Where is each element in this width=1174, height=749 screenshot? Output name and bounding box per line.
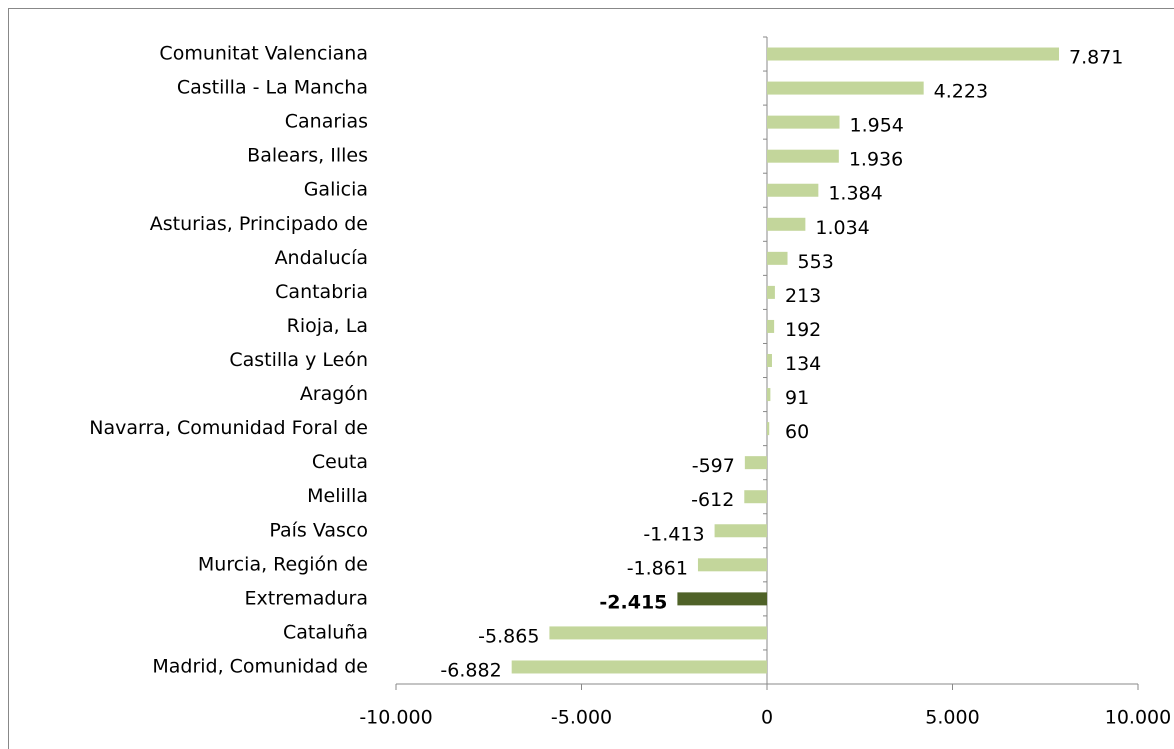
value-label: 7.871 (1069, 47, 1123, 69)
bar (767, 81, 924, 95)
category-label: País Vasco (269, 519, 368, 541)
chart-border (8, 8, 1174, 749)
category-label: Comunitat Valenciana (159, 43, 368, 65)
bar (767, 217, 806, 231)
x-tick-label: 5.000 (925, 707, 979, 729)
value-label: 1.954 (849, 115, 903, 137)
category-label: Extremadura (245, 587, 369, 609)
bar (767, 422, 770, 436)
bar (677, 592, 767, 606)
value-label: 213 (785, 285, 821, 307)
category-label: Aragón (300, 383, 368, 405)
category-label: Asturias, Principado de (150, 213, 368, 235)
value-label: 553 (798, 251, 834, 273)
x-tick-label: 0 (761, 707, 773, 729)
category-label: Melilla (307, 485, 368, 507)
x-tick-label: -5.000 (551, 707, 612, 729)
bar (767, 47, 1060, 61)
category-label: Canarias (285, 111, 368, 133)
category-label: Balears, Illes (247, 145, 368, 167)
category-label: Madrid, Comunidad de (152, 655, 368, 677)
bar (697, 558, 767, 572)
bar (767, 285, 775, 299)
value-label: -6.882 (440, 659, 501, 681)
category-label: Andalucía (275, 247, 368, 269)
value-label: 1.034 (815, 217, 869, 239)
bar (767, 388, 771, 402)
category-label: Galicia (304, 179, 368, 201)
value-label: 134 (785, 353, 821, 375)
bar (767, 149, 839, 163)
value-label: 1.936 (849, 149, 903, 171)
value-label: 91 (785, 387, 809, 409)
category-label: Cataluña (283, 621, 368, 643)
bar (767, 183, 819, 197)
value-label: 1.384 (828, 183, 882, 205)
bar (511, 660, 767, 674)
category-label: Navarra, Comunidad Foral de (89, 417, 368, 439)
bar (744, 456, 767, 470)
value-label: -5.865 (478, 625, 539, 647)
category-label: Ceuta (312, 451, 368, 473)
value-label: -1.861 (627, 557, 688, 579)
bar (767, 319, 775, 333)
bar (744, 490, 767, 504)
category-label: Rioja, La (287, 315, 368, 337)
bar (549, 626, 767, 640)
category-label: Murcia, Región de (198, 553, 368, 575)
value-label: -612 (691, 489, 734, 511)
value-label: 60 (785, 421, 809, 443)
value-label: 4.223 (934, 81, 988, 103)
bar (767, 115, 840, 129)
x-tick-label: -10.000 (359, 707, 432, 729)
category-label: Cantabria (275, 281, 368, 303)
bar (767, 251, 788, 265)
value-label: -2.415 (599, 591, 667, 613)
x-tick-label: 10.000 (1105, 707, 1171, 729)
value-label: -1.413 (643, 523, 704, 545)
category-label: Castilla - La Mancha (177, 77, 368, 99)
bar (767, 354, 772, 367)
category-label: Castilla y León (229, 349, 368, 371)
value-label: 192 (785, 319, 821, 341)
bar (714, 524, 767, 538)
value-label: -597 (692, 455, 735, 477)
